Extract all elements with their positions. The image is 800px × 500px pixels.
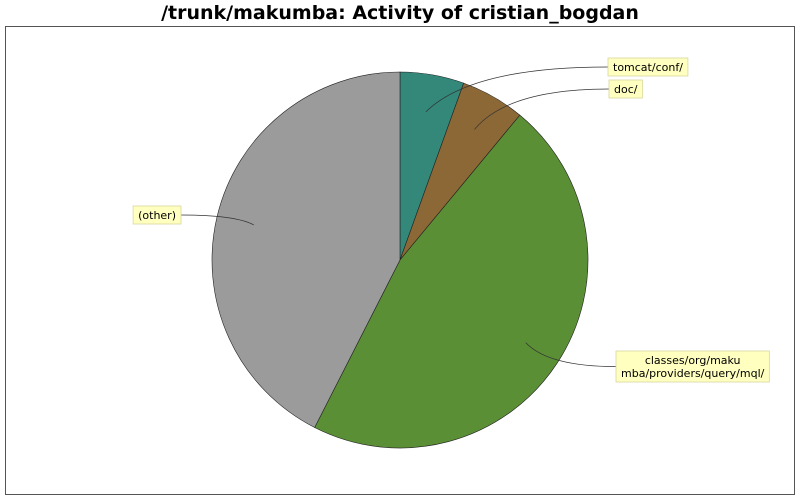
slice-label-text: doc/ (614, 83, 638, 96)
label-leaders (180, 66, 617, 367)
pie-slices (211, 71, 589, 449)
slice-label-box (132, 205, 182, 225)
leader-line (474, 88, 610, 130)
slice-label-box (608, 79, 643, 99)
slice-label-box (607, 57, 689, 77)
slice-label-text: mba/providers/query/mql/ (621, 367, 765, 380)
slice-label: classes/org/makumba/providers/query/mql/ (615, 350, 770, 383)
leader-line (425, 66, 609, 113)
slice-labels: tomcat/conf/doc/classes/org/makumba/prov… (132, 57, 770, 383)
chart-title: /trunk/makumba: Activity of cristian_bog… (161, 2, 639, 24)
slice-label-box (615, 350, 770, 383)
slice-label: tomcat/conf/ (607, 57, 689, 77)
slice-label: doc/ (608, 79, 643, 99)
leader-line (180, 214, 254, 226)
slice-label: (other) (132, 205, 182, 225)
pie-slice (314, 114, 589, 449)
leader-line (525, 342, 617, 367)
slice-label-text: classes/org/maku (645, 354, 741, 367)
slice-label-text: (other) (138, 209, 176, 222)
slice-label-text: tomcat/conf/ (613, 61, 683, 74)
